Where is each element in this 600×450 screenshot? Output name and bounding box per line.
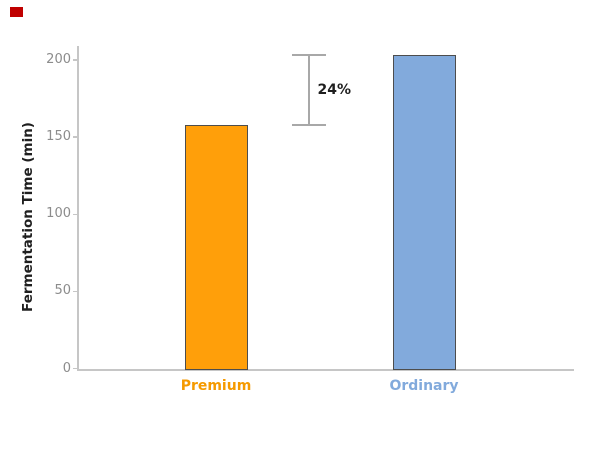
y-tick-label: 150 [46, 129, 71, 145]
y-tick-label: 50 [54, 283, 71, 299]
y-tick-mark [73, 290, 78, 293]
y-tick-mark [73, 213, 78, 215]
y-tick-mark [73, 136, 78, 138]
x-axis-line [78, 368, 574, 371]
difference-label: 24% [317, 82, 352, 99]
bracket-vertical-line [307, 55, 310, 125]
y-axis-line [77, 46, 79, 371]
y-tick-label: 100 [46, 206, 71, 222]
y-tick-mark [73, 367, 78, 370]
bar-ordinary [392, 55, 456, 371]
bar-premium [184, 124, 248, 371]
bracket-top-cap [291, 54, 326, 57]
bracket-bottom-cap [291, 123, 326, 126]
y-tick-label: 0 [62, 360, 71, 376]
x-label-premium: Premium [180, 378, 252, 394]
y-tick-mark [73, 59, 78, 61]
red-marker-square [10, 7, 23, 17]
x-label-ordinary: Ordinary [389, 378, 459, 394]
y-tick-label: 200 [46, 52, 71, 67]
